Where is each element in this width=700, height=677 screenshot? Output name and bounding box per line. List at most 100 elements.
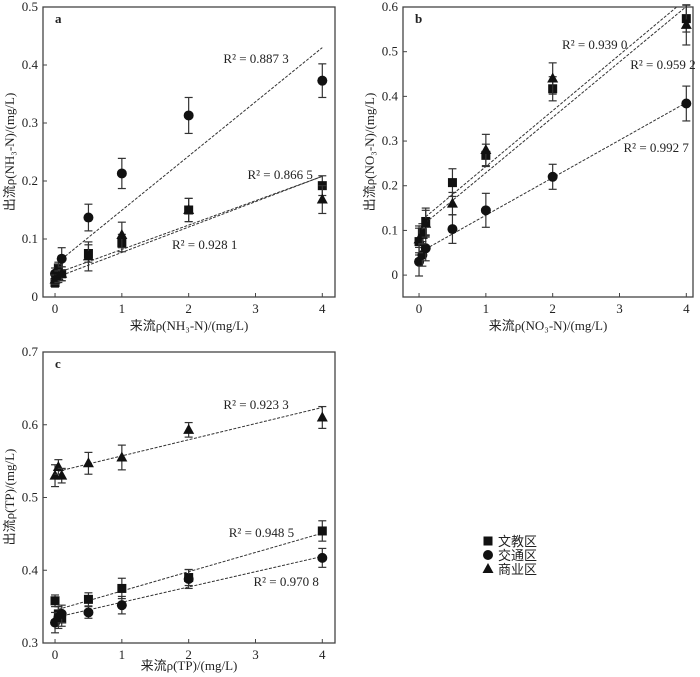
y-tick-label: 0.3	[22, 635, 38, 650]
y-tick-label: 0.3	[382, 133, 398, 148]
x-tick-label: 0	[416, 301, 423, 316]
legend-marker-circle	[483, 550, 493, 560]
data-point-circle	[317, 552, 328, 563]
data-point-circle	[547, 171, 558, 182]
data-point-triangle	[116, 228, 128, 239]
x-tick-label: 2	[185, 301, 192, 316]
data-point-circle	[83, 212, 94, 223]
x-tick-label: 1	[119, 301, 126, 316]
y-tick-label: 0.2	[22, 173, 38, 188]
series-triangle	[49, 175, 328, 285]
data-point-circle	[447, 224, 458, 235]
series-triangle	[49, 405, 328, 488]
y-tick-label: 0.5	[22, 490, 38, 505]
panel-label: c	[55, 356, 61, 371]
x-tick-label: 4	[683, 301, 690, 316]
data-point-triangle	[183, 423, 195, 434]
data-point-circle	[56, 608, 67, 619]
y-tick-label: 0.4	[382, 88, 399, 103]
r-squared-label: R² = 0.970 8	[253, 574, 318, 589]
fit-line	[58, 532, 323, 610]
fit-line	[58, 406, 323, 472]
data-point-triangle	[420, 217, 432, 228]
data-point-circle	[116, 168, 127, 179]
data-point-triangle	[183, 204, 195, 214]
plot-frame	[402, 6, 694, 298]
series-square	[414, 4, 691, 256]
data-point-circle	[480, 205, 491, 216]
x-tick-label: 0	[52, 647, 59, 662]
y-tick-label: 0.4	[22, 562, 39, 577]
x-tick-label: 4	[319, 301, 326, 316]
panel-a: a 0 1 2 3 4 0 0.1 0.2 0.3 0.4 0.5 来流ρ(NH₃-N)/(mg/L) 出…	[2, 0, 336, 333]
data-point-square	[317, 526, 327, 536]
x-tick-label: 0	[52, 301, 59, 316]
y-tick-label: 0.2	[382, 178, 398, 193]
panel-label: a	[55, 11, 62, 26]
data-point-triangle	[316, 411, 328, 422]
x-tick-label: 1	[483, 301, 490, 316]
x-tick-label: 3	[616, 301, 623, 316]
panel-b: b 0 1 2 3 4 0 0.1 0.2 0.3 0.4 0.5 0.6 来流ρ(NO₃-N)/(mg/…	[362, 0, 696, 333]
y-tick-label: 0	[32, 289, 39, 304]
panel-c: c 0 1 2 3 4 0.3 0.4 0.5 0.6 0.7 来流ρ(TP)/(mg/L) 出流ρ(T…	[2, 344, 336, 673]
y-tick-label: 0.5	[22, 0, 38, 14]
y-axis-label: 出流ρ(NO₃-N)/(mg/L)	[362, 93, 377, 212]
data-point-circle	[183, 573, 194, 584]
data-point-triangle	[480, 143, 492, 154]
series-triangle	[413, 4, 692, 254]
r-squared-label: R² = 0.928 1	[172, 237, 237, 252]
series-circle	[50, 547, 328, 634]
fit-line	[58, 555, 323, 618]
y-tick-label: 0.5	[382, 44, 398, 59]
x-tick-label: 4	[319, 647, 326, 662]
x-axis-label: 来流ρ(NO₃-N)/(mg/L)	[489, 318, 608, 333]
data-point-triangle	[316, 193, 328, 204]
y-tick-label: 0.4	[22, 57, 39, 72]
data-point-triangle	[56, 469, 68, 480]
y-tick-label: 0.1	[382, 222, 398, 237]
legend-label: 文教区	[498, 534, 537, 549]
panel-label: b	[415, 11, 422, 26]
x-tick-label: 3	[252, 301, 259, 316]
x-tick-label: 1	[119, 647, 126, 662]
y-tick-label: 0.6	[382, 0, 399, 14]
data-point-square	[447, 178, 457, 188]
data-point-triangle	[56, 267, 68, 278]
r-squared-label: R² = 0.992 7	[624, 140, 690, 155]
data-point-triangle	[116, 451, 128, 462]
data-point-square	[83, 594, 93, 604]
data-point-circle	[183, 110, 194, 121]
data-point-triangle	[82, 457, 94, 468]
data-point-square	[50, 596, 60, 606]
r-squared-label: R² = 0.887 3	[223, 51, 288, 66]
y-tick-label: 0.6	[22, 417, 39, 432]
data-point-triangle	[680, 18, 692, 29]
data-point-circle	[317, 75, 328, 86]
data-point-circle	[420, 243, 431, 254]
data-point-triangle	[446, 197, 458, 208]
fit-line	[425, 7, 677, 218]
legend-label: 商业区	[498, 562, 537, 577]
y-tick-label: 0.3	[22, 115, 38, 130]
x-tick-label: 2	[549, 301, 556, 316]
r-squared-label: R² = 0.939 0	[562, 37, 627, 52]
data-point-square	[117, 583, 127, 593]
legend-label: 交通区	[498, 548, 537, 563]
r-squared-label: R² = 0.959 2	[630, 57, 695, 72]
data-point-circle	[116, 600, 127, 611]
x-tick-label: 3	[252, 647, 259, 662]
data-point-triangle	[82, 250, 94, 261]
fit-line	[61, 175, 323, 276]
data-point-circle	[83, 607, 94, 618]
r-squared-label: R² = 0.923 3	[223, 397, 288, 412]
fit-line	[61, 47, 323, 260]
data-point-circle	[56, 253, 67, 264]
y-tick-label: 0	[392, 267, 399, 282]
x-axis-label: 来流ρ(TP)/(mg/L)	[141, 658, 238, 673]
r-squared-label: R² = 0.948 5	[229, 525, 294, 540]
y-tick-label: 0.1	[22, 231, 38, 246]
y-axis-label: 出流ρ(TP)/(mg/L)	[2, 449, 17, 546]
